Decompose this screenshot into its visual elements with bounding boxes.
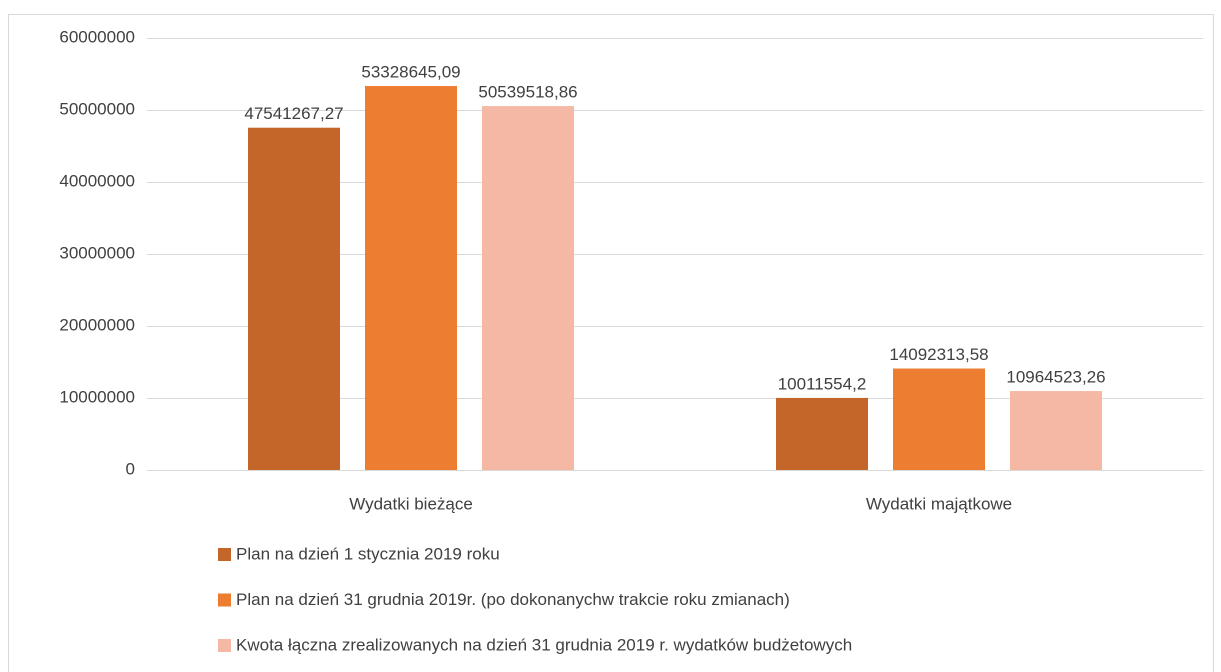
legend-swatch (218, 593, 231, 607)
y-tick-label: 60000000 (59, 27, 135, 46)
bar (248, 127, 340, 470)
y-tick-label: 0 (126, 459, 135, 478)
data-label: 10011554,2 (778, 374, 867, 393)
bar (776, 397, 868, 470)
legend-swatch (218, 548, 231, 561)
y-tick-label: 30000000 (59, 243, 135, 262)
bar (1010, 391, 1102, 470)
legend-label: Kwota łączna zrealizowanych na dzień 31 … (236, 635, 852, 654)
legend-label: Plan na dzień 1 stycznia 2019 roku (236, 544, 500, 563)
data-label: 47541267,27 (244, 104, 343, 123)
data-label: 10964523,26 (1006, 368, 1105, 387)
y-tick-label: 10000000 (59, 387, 135, 406)
bar (893, 368, 985, 470)
x-tick-label: Wydatki majątkowe (866, 494, 1012, 513)
bar (365, 86, 457, 470)
x-tick-label: Wydatki bieżące (349, 494, 473, 513)
y-tick-label: 20000000 (59, 315, 135, 334)
chart-frame (8, 14, 1214, 672)
bar (482, 106, 574, 470)
data-label: 50539518,86 (478, 83, 577, 102)
y-tick-label: 40000000 (59, 171, 135, 190)
legend-label: Plan na dzień 31 grudnia 2019r. (po doko… (236, 590, 790, 609)
data-label: 53328645,09 (361, 63, 460, 82)
legend-swatch (218, 639, 231, 652)
data-label: 14092313,58 (889, 345, 988, 364)
y-tick-label: 50000000 (59, 99, 135, 118)
